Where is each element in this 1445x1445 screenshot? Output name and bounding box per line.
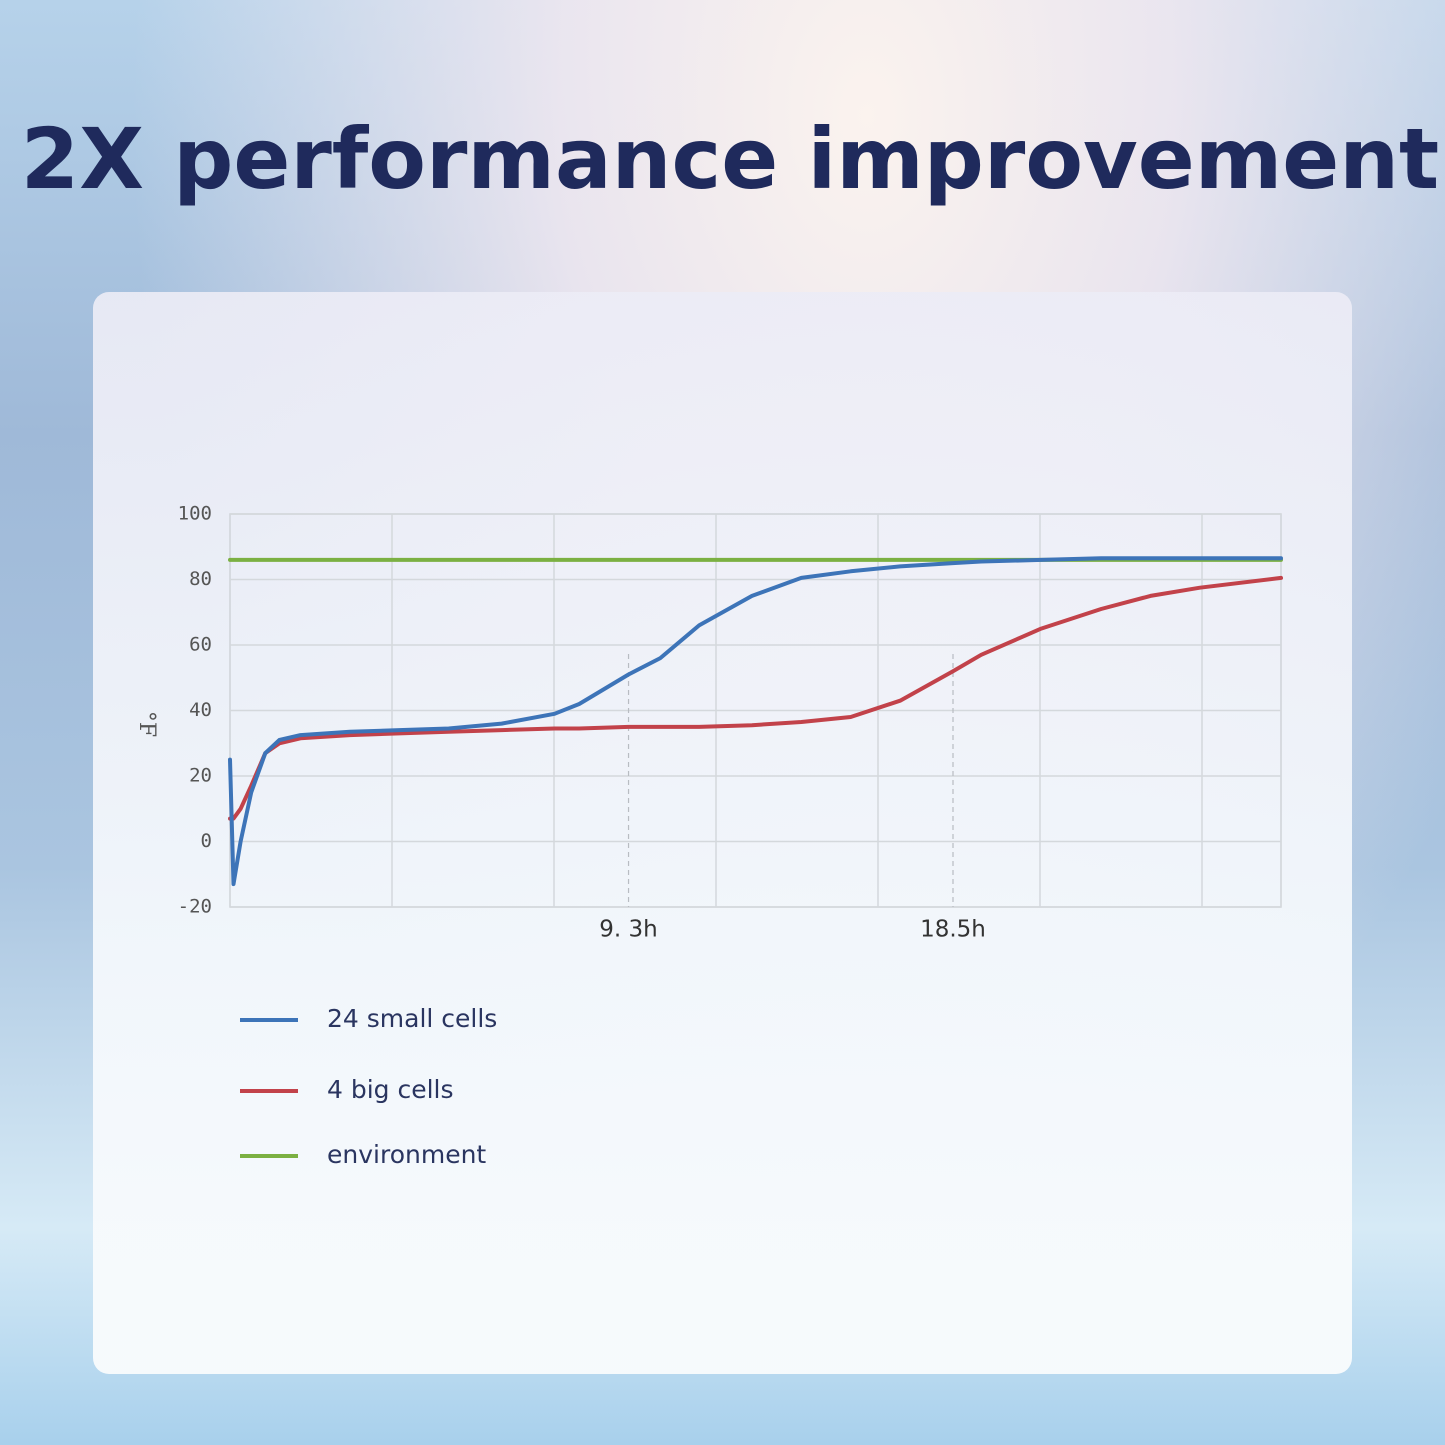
y-tick-label: 0 xyxy=(201,830,212,852)
legend-label: environment xyxy=(327,1140,486,1169)
chart-card xyxy=(93,292,1352,1374)
series-line xyxy=(228,556,1283,887)
y-tick-label: 80 xyxy=(189,568,212,590)
x-tick-label: 9. 3h xyxy=(599,917,657,943)
x-tick-label: 18.5h xyxy=(920,917,986,943)
y-tick-label: 100 xyxy=(178,503,212,525)
y-tick-label: 40 xyxy=(189,699,212,721)
series-line xyxy=(228,575,1283,821)
chart-title: 2X performance improvement xyxy=(21,110,1439,208)
y-tick-label: 20 xyxy=(189,765,212,787)
y-tick-label: 60 xyxy=(189,634,212,656)
y-tick-label: -20 xyxy=(178,896,212,918)
y-axis-label: °F xyxy=(134,711,159,737)
legend-label: 4 big cells xyxy=(327,1075,454,1104)
legend-label: 24 small cells xyxy=(327,1004,497,1033)
